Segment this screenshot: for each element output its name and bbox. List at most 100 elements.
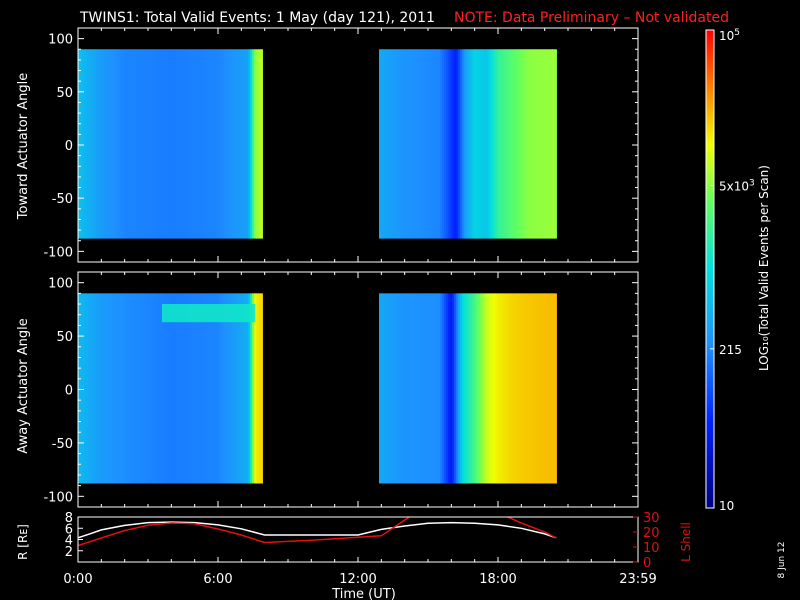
away-heatmap-cell	[164, 293, 167, 484]
toward-heatmap-cell	[544, 49, 548, 239]
toward-heatmap-cell	[141, 49, 145, 239]
colorbar-tick-label: 5x103	[719, 178, 755, 193]
toward-heatmap-cell	[479, 49, 483, 239]
toward-heatmap-cell	[447, 49, 451, 239]
toward-heatmap-cell	[227, 49, 231, 239]
away-heatmap-cell	[514, 293, 518, 484]
away-heatmap-cell	[487, 293, 490, 484]
away-heatmap-cell	[382, 293, 386, 484]
away-heatmap-cell	[198, 293, 202, 484]
toward-heatmap-cell	[526, 49, 530, 239]
away-heatmap-cell	[256, 293, 259, 484]
x-tick-label: 0:00	[63, 572, 92, 587]
toward-heatmap-cell	[499, 49, 502, 239]
away-heatmap-cell	[92, 293, 95, 484]
toward-heatmap-cell	[186, 49, 190, 239]
toward-heatmap-cell	[252, 49, 255, 239]
toward-heatmap-cell	[445, 49, 449, 239]
toward-heatmap-cell	[223, 49, 227, 239]
toward-ytick-label: 100	[48, 33, 73, 48]
away-heatmap-cell	[536, 293, 540, 484]
away-heatmap-cell	[524, 293, 528, 484]
toward-heatmap-cell	[512, 49, 516, 239]
away-heatmap-cell	[170, 293, 173, 484]
away-heatmap-cell	[180, 293, 184, 484]
away-heatmap-cell	[505, 293, 508, 484]
away-heatmap-cell	[110, 293, 114, 484]
away-heatmap-cell	[137, 293, 141, 484]
toward-heatmap-cell	[477, 49, 481, 239]
toward-heatmap-cell	[180, 49, 184, 239]
toward-heatmap-cell	[258, 49, 261, 239]
toward-heatmap-cell	[137, 49, 141, 239]
ephemeris-ytick-right-label: 20	[643, 526, 660, 541]
toward-heatmap-cell	[554, 49, 557, 239]
toward-heatmap-cell	[198, 49, 202, 239]
away-heatmap-cell	[172, 293, 175, 484]
toward-heatmap-cell	[451, 49, 455, 239]
away-heatmap-cell	[217, 293, 220, 484]
away-heatmap-cell	[129, 293, 132, 484]
toward-heatmap-cell	[382, 49, 386, 239]
toward-heatmap-cell	[129, 49, 132, 239]
away-heatmap-cell	[147, 293, 151, 484]
away-heatmap-cell	[94, 293, 98, 484]
toward-heatmap-cell	[172, 49, 175, 239]
away-heatmap-cell	[511, 293, 514, 484]
away-heatmap-cell	[528, 293, 532, 484]
away-heatmap-cell	[178, 293, 182, 484]
away-heatmap-cell	[424, 293, 427, 484]
away-heatmap-cell	[233, 293, 237, 484]
colorbar-tick-exponent: 5	[734, 28, 740, 38]
away-heatmap-cell	[258, 293, 261, 484]
toward-heatmap-cell	[164, 49, 167, 239]
away-ytick-label: 100	[48, 277, 73, 292]
toward-heatmap-cell	[394, 49, 398, 239]
toward-heatmap-cell	[406, 49, 410, 239]
toward-heatmap-cell	[516, 49, 520, 239]
away-heatmap-cell	[100, 293, 104, 484]
colorbar-tick-label: 215	[719, 343, 742, 357]
away-ytick-label: 50	[56, 330, 73, 345]
away-heatmap-cell	[503, 293, 506, 484]
away-heatmap-cell	[390, 293, 394, 484]
away-heatmap-cell	[404, 293, 408, 484]
toward-heatmap-cell	[473, 49, 477, 239]
x-axis-label: Time (UT)	[331, 587, 396, 600]
away-heatmap-cell	[252, 293, 255, 484]
away-heatmap-cell	[410, 293, 414, 484]
away-heatmap-cell	[245, 293, 249, 484]
toward-heatmap-cell	[202, 49, 206, 239]
toward-heatmap-cell	[552, 49, 555, 239]
away-heatmap-cell	[392, 293, 396, 484]
away-heatmap-cell	[229, 293, 233, 484]
toward-heatmap-cell	[155, 49, 159, 239]
toward-heatmap-cell	[194, 49, 198, 239]
toward-heatmap-cell	[530, 49, 534, 239]
away-heatmap-cell	[544, 293, 548, 484]
away-heatmap-cell	[82, 293, 85, 484]
away-heatmap-cell	[459, 293, 463, 484]
toward-heatmap-cell	[546, 49, 550, 239]
ephemeris-ytick-left-label: 6	[65, 522, 73, 537]
away-heatmap-cell	[516, 293, 520, 484]
away-heatmap-cell	[457, 293, 461, 484]
toward-heatmap-cell	[217, 49, 220, 239]
toward-heatmap-cell	[540, 49, 544, 239]
away-heatmap-cell	[548, 293, 552, 484]
toward-heatmap-cell	[402, 49, 406, 239]
away-heatmap-cell	[388, 293, 392, 484]
colorbar-tick-exponent: 3	[749, 178, 755, 188]
away-heatmap-cell	[465, 293, 469, 484]
away-heatmap-cell	[436, 293, 439, 484]
toward-heatmap-cell	[548, 49, 552, 239]
toward-heatmap-cell	[207, 49, 210, 239]
away-heatmap-cell	[554, 293, 557, 484]
away-heatmap-cell	[104, 293, 108, 484]
toward-ytick-label: 50	[56, 86, 73, 101]
toward-heatmap-cell	[106, 49, 110, 239]
away-heatmap-cell	[125, 293, 128, 484]
toward-heatmap-cell	[96, 49, 100, 239]
toward-heatmap-cell	[204, 49, 208, 239]
